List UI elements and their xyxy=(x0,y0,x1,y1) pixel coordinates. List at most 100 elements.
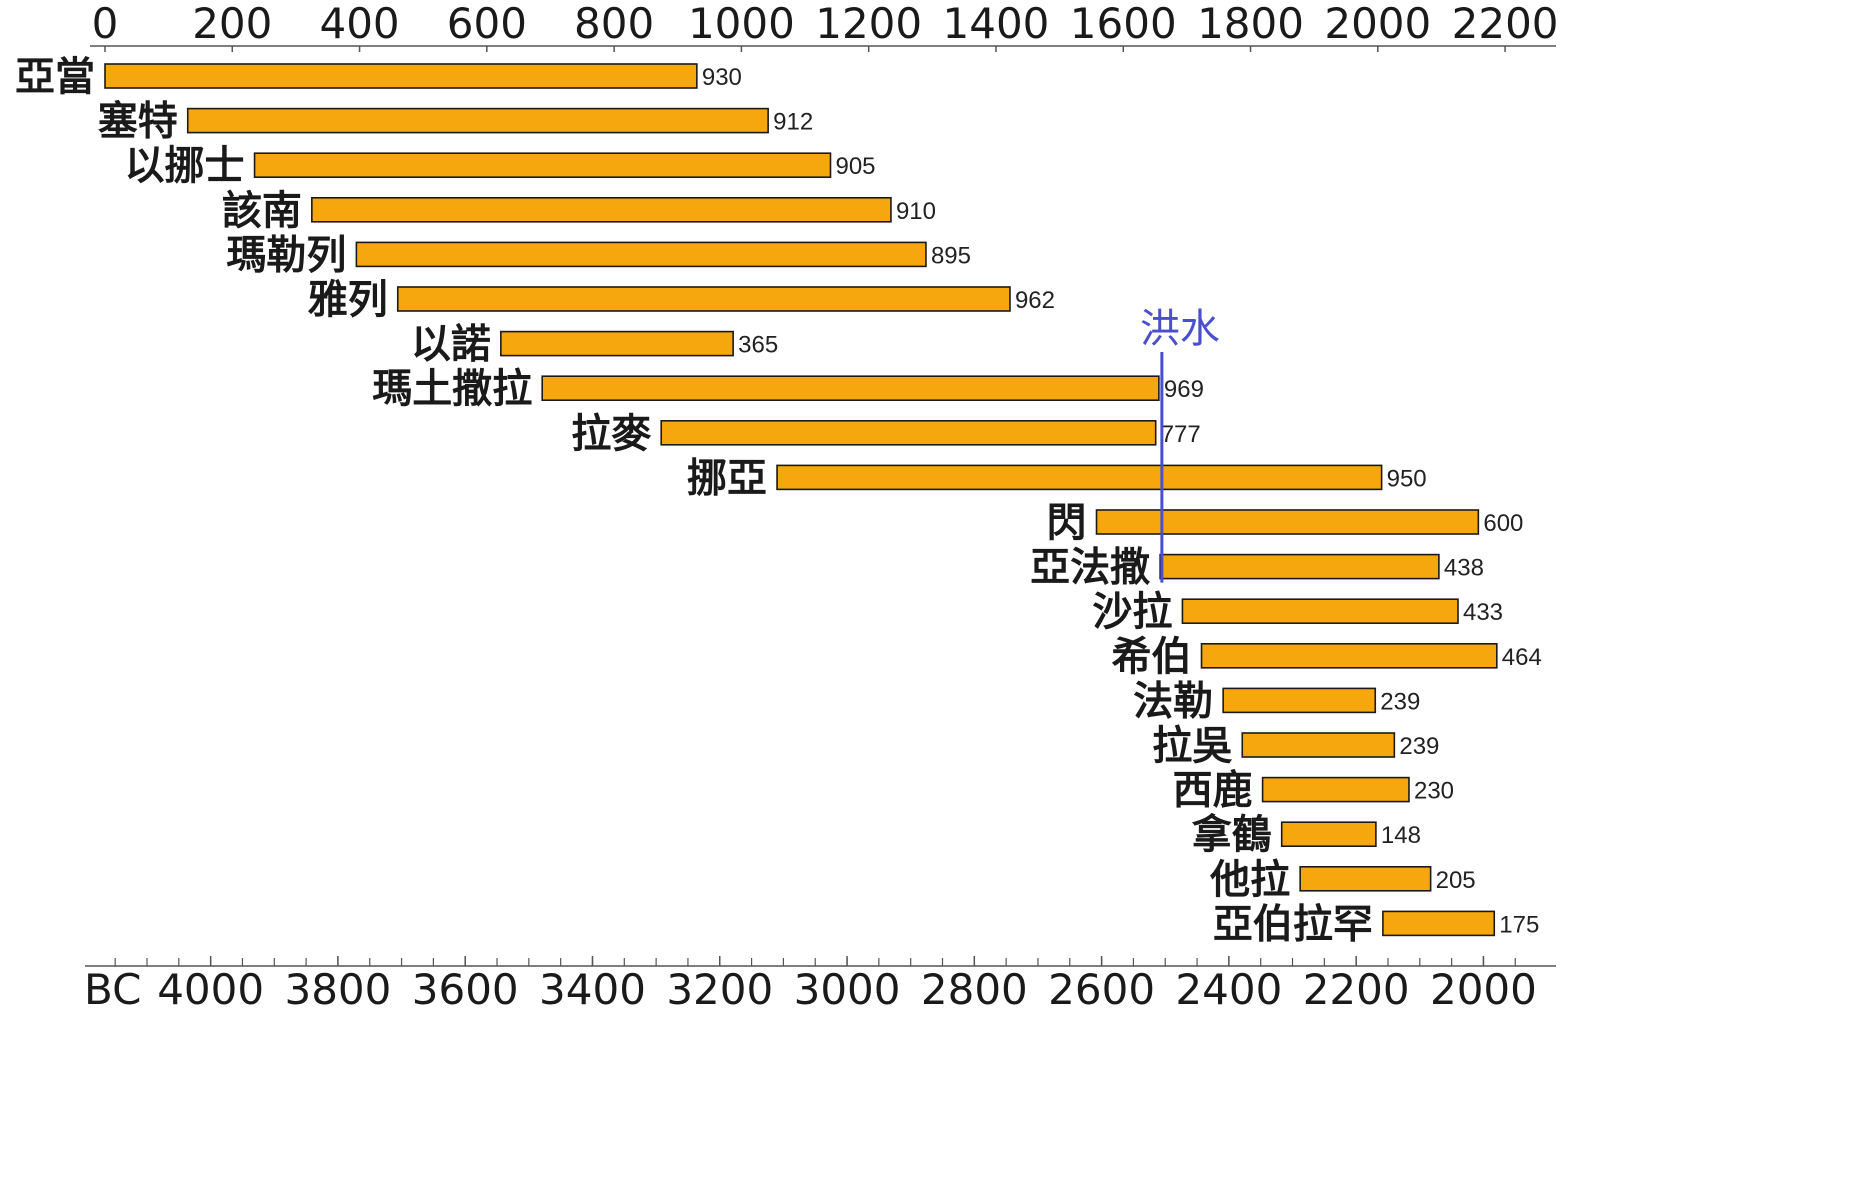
lifespan-value-label: 205 xyxy=(1436,867,1476,894)
lifespan-bar xyxy=(311,197,892,223)
bottom-axis-tick-label: 3600 xyxy=(412,965,519,1014)
bottom-axis-tick-label: 3400 xyxy=(539,965,646,1014)
top-axis-tick-label: 1600 xyxy=(1070,0,1177,48)
lifespan-value-label: 600 xyxy=(1483,510,1523,537)
lifespan-value-label: 365 xyxy=(738,332,778,359)
lifespan-bar xyxy=(396,286,1011,312)
person-name-label: 拉麥 xyxy=(571,411,652,457)
lifespan-row: 挪亞 950 xyxy=(687,455,1427,501)
lifespan-row: 西鹿 230 xyxy=(1173,768,1454,814)
bottom-axis-tick-label: 2000 xyxy=(1430,965,1537,1014)
lifespan-row: 沙拉 433 xyxy=(1092,589,1503,635)
lifespan-value-label: 239 xyxy=(1380,688,1420,715)
lifespan-bar xyxy=(1095,509,1480,535)
lifespan-bar xyxy=(1299,865,1432,892)
lifespan-bar xyxy=(1200,642,1498,669)
lifespan-row: 瑪土撒拉 969 xyxy=(372,366,1204,412)
lifespan-row: 塞特 912 xyxy=(98,99,813,145)
lifespan-value-label: 905 xyxy=(835,153,875,180)
bottom-axis-tick-label: 2600 xyxy=(1048,965,1155,1014)
person-name-label: 閃 xyxy=(1047,500,1087,546)
bars-group: 亞當 930 塞特 912 以挪士 905 該南 910 瑪勒列 895 雅列 962 以諾 365 瑪土撒… xyxy=(15,54,1542,947)
lifespan-bar xyxy=(1280,821,1377,848)
person-name-label: 沙拉 xyxy=(1092,589,1172,635)
lifespan-row: 該南 910 xyxy=(222,188,936,234)
lifespan-bar xyxy=(186,107,769,134)
lifespan-value-label: 175 xyxy=(1499,911,1539,938)
lifespan-value-label: 230 xyxy=(1414,778,1454,805)
person-name-label: 西鹿 xyxy=(1173,768,1253,814)
lifespan-value-label: 895 xyxy=(931,242,971,269)
lifespan-value-label: 148 xyxy=(1381,822,1421,849)
person-name-label: 亞當 xyxy=(15,54,95,100)
lifespan-row: 拉麥 777 xyxy=(571,411,1201,457)
bottom-axis-tick-label: 2400 xyxy=(1175,965,1282,1014)
person-name-label: 拿鶴 xyxy=(1191,812,1272,858)
bottom-axis-tick-label: 3800 xyxy=(284,965,391,1014)
lifespan-bar xyxy=(660,419,1157,446)
lifespan-bar xyxy=(1241,732,1396,758)
bottom-axis-tick-label: 4000 xyxy=(157,965,264,1014)
lifespan-bar xyxy=(104,63,698,89)
person-name-label: 該南 xyxy=(222,188,302,234)
lifespan-value-label: 912 xyxy=(773,109,813,136)
top-axis: 0 200 400 600 800 1000 1200 1400 1600 1800 2000 220… xyxy=(90,0,1559,52)
top-axis-tick-label: 800 xyxy=(574,0,654,48)
lifespan-row: 雅列 962 xyxy=(308,277,1055,323)
lifespan-row: 閃 600 xyxy=(1047,500,1524,546)
bottom-axis-tick-label: 2200 xyxy=(1303,965,1410,1014)
lifespan-bar xyxy=(1181,598,1459,625)
flood-marker: 洪水 xyxy=(1140,306,1220,583)
person-name-label: 以挪士 xyxy=(125,143,245,189)
lifespan-bar xyxy=(1159,553,1440,580)
lifespan-bar xyxy=(355,241,927,268)
bottom-axis: BC 4000 3800 3600 3400 3200 3000 2800 2600 2400 22… xyxy=(84,956,1556,1014)
top-axis-tick-label: 2200 xyxy=(1452,0,1559,48)
top-axis-tick-label: 1200 xyxy=(815,0,922,48)
lifespan-value-label: 239 xyxy=(1399,733,1439,760)
lifespan-bar xyxy=(253,152,832,178)
lifespan-value-label: 464 xyxy=(1502,644,1542,671)
lifespan-bar xyxy=(500,330,734,357)
lifespan-row: 瑪勒列 895 xyxy=(226,232,971,278)
top-axis-tick-label: 1400 xyxy=(943,0,1050,48)
person-name-label: 以諾 xyxy=(411,322,491,368)
person-name-label: 亞法撒 xyxy=(1030,545,1150,591)
lifespan-bar xyxy=(541,375,1160,402)
person-name-label: 瑪土撒拉 xyxy=(372,366,532,412)
top-axis-tick-label: 0 xyxy=(92,0,119,48)
lifespan-row: 法勒 239 xyxy=(1133,678,1420,724)
lifespan-bar xyxy=(1261,776,1410,803)
person-name-label: 亞伯拉罕 xyxy=(1213,901,1373,947)
top-axis-tick-label: 400 xyxy=(319,0,399,48)
lifespan-bar xyxy=(776,464,1383,491)
lifespan-value-label: 433 xyxy=(1463,599,1503,626)
person-name-label: 雅列 xyxy=(308,277,388,323)
lifespan-value-label: 777 xyxy=(1161,421,1201,448)
person-name-label: 法勒 xyxy=(1133,678,1213,724)
top-axis-tick-label: 1000 xyxy=(688,0,795,48)
person-name-label: 拉吳 xyxy=(1152,723,1233,769)
lifespan-row: 亞伯拉罕 175 xyxy=(1213,901,1539,947)
lifespan-row: 他拉 205 xyxy=(1209,857,1476,903)
bottom-axis-tick-label: 2800 xyxy=(921,965,1028,1014)
person-name-label: 希伯 xyxy=(1112,634,1192,680)
top-axis-tick-label: 600 xyxy=(447,0,527,48)
lifespan-row: 希伯 464 xyxy=(1112,634,1542,680)
top-axis-tick-label: 1800 xyxy=(1197,0,1304,48)
lifespan-row: 亞法撒 438 xyxy=(1030,545,1484,591)
lifespan-row: 拿鶴 148 xyxy=(1191,812,1421,858)
lifespan-value-label: 930 xyxy=(702,64,742,91)
lifespan-bar xyxy=(1382,910,1496,937)
lifespan-row: 以諾 365 xyxy=(411,322,778,368)
person-name-label: 挪亞 xyxy=(687,455,767,501)
top-axis-tick-label: 2000 xyxy=(1324,0,1431,48)
bottom-axis-tick-label: 3200 xyxy=(666,965,773,1014)
lifespan-value-label: 910 xyxy=(896,198,936,225)
person-name-label: 塞特 xyxy=(98,99,178,145)
lifespan-row: 亞當 930 xyxy=(15,54,742,100)
lifespan-value-label: 950 xyxy=(1387,465,1427,492)
lifespan-value-label: 438 xyxy=(1444,555,1484,582)
bottom-axis-tick-label: 3000 xyxy=(794,965,901,1014)
